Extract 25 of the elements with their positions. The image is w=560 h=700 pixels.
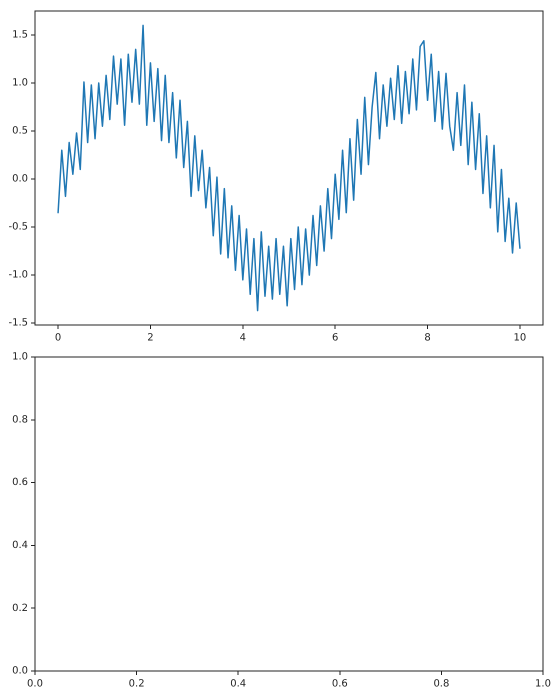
y-tick-label: -1.0: [8, 270, 28, 281]
y-tick-label: 0.5: [12, 126, 28, 137]
y-tick-label: 0.8: [12, 414, 28, 426]
x-tick-label: 0.8: [433, 678, 450, 690]
x-tick-label: 0.6: [332, 678, 348, 690]
x-tick-label: 2: [147, 332, 154, 344]
y-tick-label: 1.0: [12, 352, 28, 363]
y-tick-label: 0.0: [12, 666, 28, 677]
x-tick-label: 10: [514, 332, 526, 344]
y-tick-label: 0.6: [12, 477, 28, 488]
x-tick-label: 0.2: [128, 678, 145, 690]
x-tick-label: 6: [332, 332, 338, 344]
y-tick-label: 0.2: [12, 602, 28, 614]
y-tick-label: 0.4: [12, 540, 28, 551]
x-tick-label: 1.0: [535, 678, 551, 690]
y-tick-label: 1.5: [12, 30, 28, 41]
x-tick-label: 0.0: [27, 678, 43, 690]
x-tick-label: 4: [240, 332, 246, 344]
y-tick-label: 1.0: [12, 78, 28, 89]
x-tick-label: 8: [424, 332, 431, 344]
y-tick-label: 0.0: [12, 174, 28, 185]
y-tick-label: -0.5: [8, 222, 28, 233]
x-tick-label: 0: [54, 332, 62, 344]
y-tick-label: -1.5: [8, 318, 28, 329]
x-tick-label: 0.4: [230, 678, 246, 690]
